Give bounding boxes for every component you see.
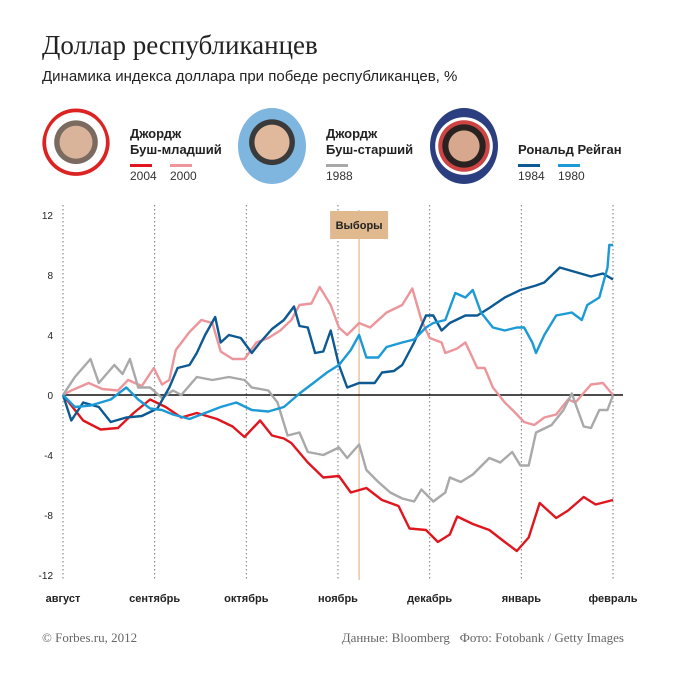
election-label-box <box>330 211 389 239</box>
person-name: Рональд Рейган <box>518 142 622 157</box>
series-line-1980 <box>62 243 613 421</box>
x-tick-label: август <box>46 593 81 605</box>
x-tick-label: январь <box>502 593 542 605</box>
y-tick-label: -12 <box>39 571 54 582</box>
y-tick-label: 12 <box>42 211 54 222</box>
y-tick-label: 0 <box>47 391 53 402</box>
y-tick-label: -4 <box>44 451 53 462</box>
election-label: Выборы <box>336 220 383 232</box>
legend-item-1988: 1988 <box>326 164 353 183</box>
series-line-1988 <box>61 357 615 503</box>
series-line-1984 <box>61 266 614 424</box>
person-name-line1: Джордж <box>130 126 182 141</box>
x-tick-label: декабрь <box>407 593 452 605</box>
person-name-line1: Джордж <box>326 126 378 141</box>
line-chart: август сентябрь октябрь ноябрь декабрь январь… <box>39 205 638 605</box>
y-tick-label: -8 <box>44 511 53 522</box>
page-title: Доллар республиканцев <box>42 30 318 60</box>
x-tick-label: ноябрь <box>318 593 358 605</box>
bush-jr-photo <box>42 108 110 184</box>
legend-item-2004: 2004 <box>130 164 157 183</box>
y-tick-label: 4 <box>47 331 53 342</box>
credits: Данные: Bloomberg Фото: Fotobank / Getty… <box>341 630 624 645</box>
legend-item-2000: 2000 <box>170 164 197 183</box>
copyright: © Forbes.ru, 2012 <box>42 630 138 645</box>
legend-item-1984: 1984 <box>518 164 545 183</box>
x-tick-label: февраль <box>589 593 638 605</box>
series-line-2000 <box>62 285 614 427</box>
person-name-line2: Буш-младший <box>130 142 222 157</box>
person-name-line2: Буш-старший <box>326 142 414 157</box>
reagan-photo <box>430 108 498 184</box>
x-tick-label: сентябрь <box>129 593 180 605</box>
series-line-2004 <box>62 394 614 553</box>
y-tick-label: 8 <box>47 271 53 282</box>
x-tick-label: октябрь <box>224 593 269 605</box>
legend-item-1980: 1980 <box>558 164 585 183</box>
subtitle: Динамика индекса доллара при победе респ… <box>42 68 458 85</box>
bush-sr-photo <box>238 108 306 184</box>
